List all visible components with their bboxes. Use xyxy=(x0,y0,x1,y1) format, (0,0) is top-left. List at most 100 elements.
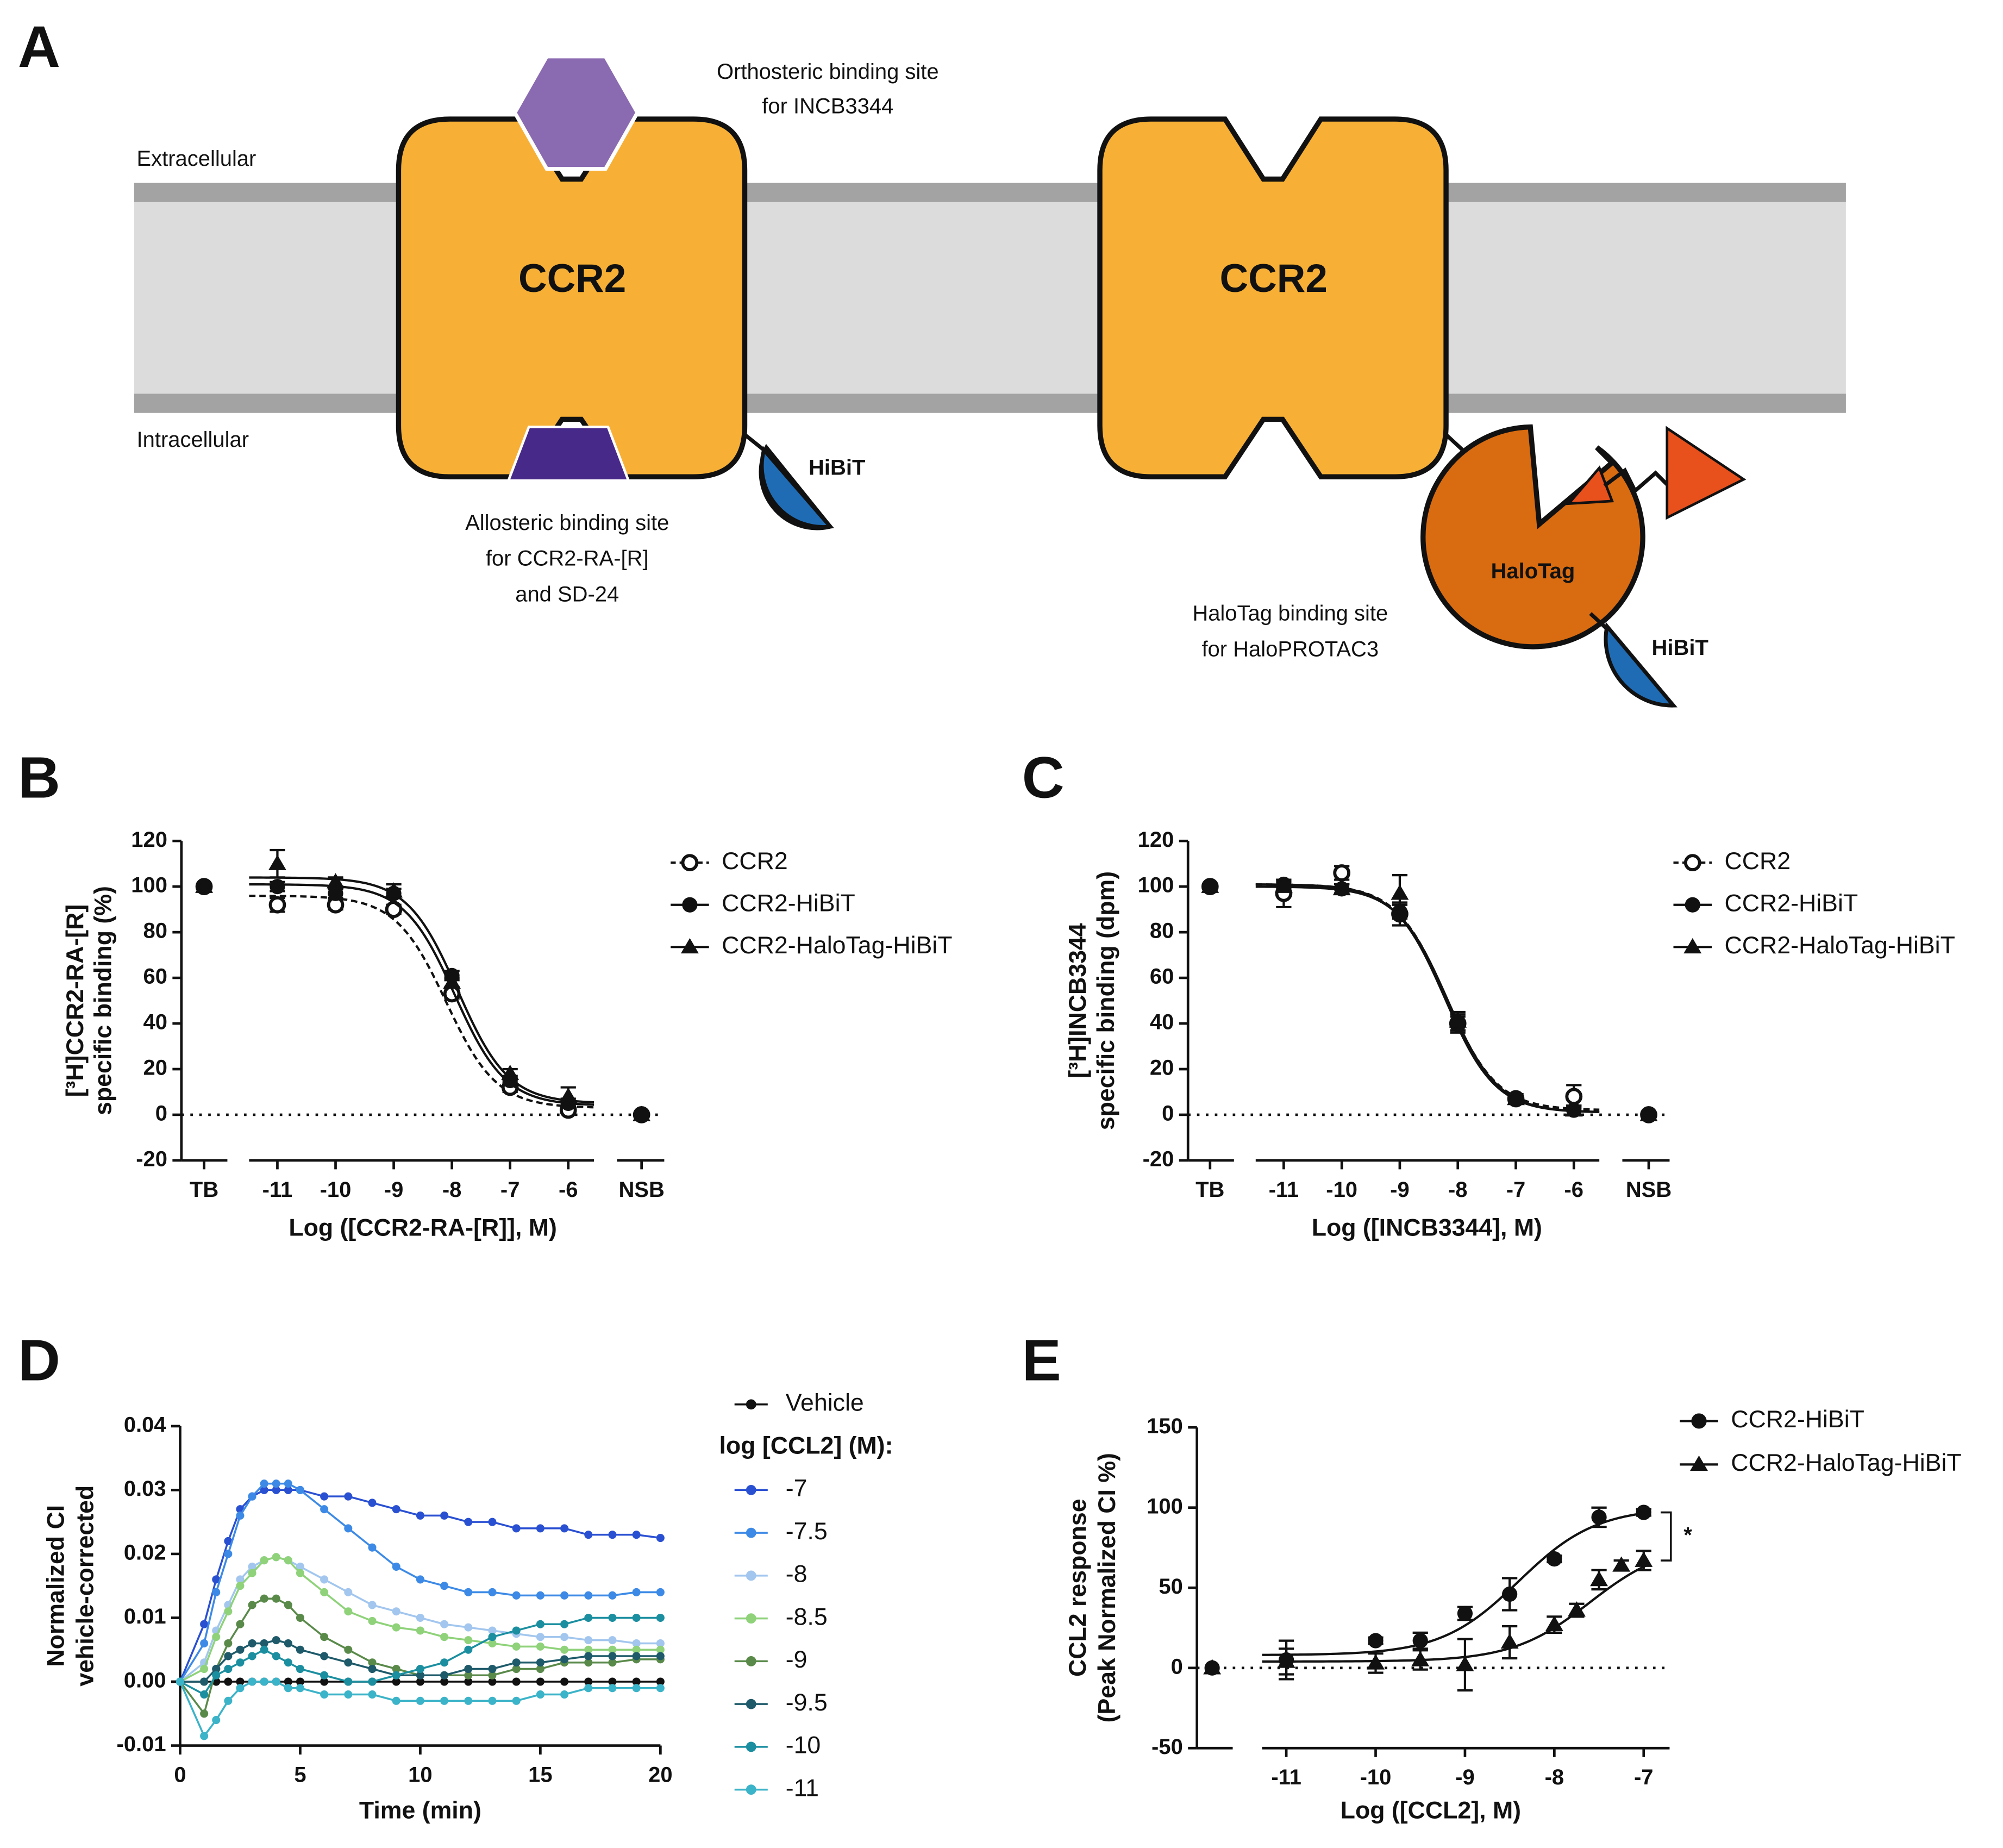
point xyxy=(344,1690,353,1699)
y-tick-label: 0.04 xyxy=(124,1413,166,1437)
point xyxy=(416,1511,424,1520)
point xyxy=(296,1569,304,1577)
x-tick-label: -10 xyxy=(1360,1765,1392,1789)
point xyxy=(344,1588,353,1596)
point xyxy=(584,1613,593,1622)
x-tick-label: NSB xyxy=(1626,1178,1672,1202)
point xyxy=(296,1562,304,1571)
point xyxy=(344,1492,353,1501)
legend-label: -10 xyxy=(786,1732,821,1759)
marker xyxy=(268,896,286,914)
point xyxy=(260,1485,268,1494)
point xyxy=(224,1652,233,1660)
point xyxy=(260,1677,268,1686)
receptor xyxy=(396,116,748,479)
legend-label: -7 xyxy=(786,1475,808,1502)
marker xyxy=(1567,1601,1586,1617)
x-tick-label: 15 xyxy=(528,1763,552,1787)
point xyxy=(464,1677,473,1686)
label: Extracellular xyxy=(137,147,256,171)
point xyxy=(632,1652,641,1660)
x-tick-label: -8 xyxy=(442,1178,462,1202)
y-tick-label: 120 xyxy=(1138,828,1174,852)
point xyxy=(176,1677,184,1686)
ligand-binder xyxy=(1666,426,1747,520)
point xyxy=(584,1677,593,1686)
point xyxy=(344,1645,353,1654)
point xyxy=(440,1671,449,1680)
point xyxy=(608,1684,617,1693)
point xyxy=(320,1588,329,1596)
marker xyxy=(1449,1012,1467,1028)
marker xyxy=(501,1064,519,1081)
point xyxy=(200,1639,209,1648)
point xyxy=(656,1588,665,1596)
point xyxy=(464,1645,473,1654)
marker xyxy=(1590,1571,1608,1587)
point xyxy=(632,1613,641,1622)
point xyxy=(608,1645,617,1654)
point xyxy=(632,1588,641,1596)
legend-marker xyxy=(1683,854,1701,872)
point xyxy=(440,1511,449,1520)
y-tick-label: 40 xyxy=(143,1010,167,1034)
point xyxy=(224,1607,233,1616)
legend-label: CCR2-HiBiT xyxy=(722,890,855,917)
label: Intracellular xyxy=(137,428,249,452)
point xyxy=(248,1652,256,1660)
y-axis-label: specific binding (dpm) xyxy=(1093,871,1119,1130)
chart: C -20 0 20 40 60 80 100 120 TB -11 -10 -9 -8 -7 -6 NSB [³… xyxy=(1022,745,1955,1241)
point xyxy=(248,1677,256,1686)
y-tick-label: 0.01 xyxy=(124,1604,166,1628)
point xyxy=(608,1636,617,1645)
receptor-label: CCR2 xyxy=(1220,257,1328,301)
legend-title: log [CCL2] (M): xyxy=(719,1432,893,1459)
fit-curve xyxy=(1262,1563,1649,1663)
label: and SD-24 xyxy=(515,582,619,606)
point xyxy=(284,1658,292,1667)
point xyxy=(512,1524,521,1533)
y-tick-label: 20 xyxy=(143,1056,167,1080)
point xyxy=(584,1658,593,1667)
point xyxy=(272,1636,280,1645)
point xyxy=(560,1645,569,1654)
x-axis-label: Log ([CCR2-RA-[R]], M) xyxy=(289,1215,557,1241)
legend-label: Vehicle xyxy=(786,1390,864,1416)
membrane-outer xyxy=(134,183,1846,202)
point xyxy=(608,1531,617,1539)
x-tick-label: -7 xyxy=(1506,1178,1526,1202)
y-axis-label: [³H]INCB3344 xyxy=(1065,923,1091,1078)
x-tick-label: -9 xyxy=(1390,1178,1410,1202)
y-tick-label: 80 xyxy=(143,919,167,943)
point xyxy=(200,1732,209,1740)
point xyxy=(272,1652,280,1660)
y-tick-label: 100 xyxy=(131,873,167,897)
point xyxy=(236,1658,245,1667)
point xyxy=(272,1594,280,1603)
y-axis-label: specific binding (%) xyxy=(90,886,117,1115)
point xyxy=(212,1671,221,1680)
marker xyxy=(1391,884,1409,900)
x-tick-label: -10 xyxy=(1326,1178,1357,1202)
point xyxy=(512,1677,521,1686)
marker xyxy=(1201,877,1219,893)
legend-label: CCR2 xyxy=(1725,848,1791,875)
point xyxy=(212,1664,221,1674)
point xyxy=(536,1658,544,1667)
point xyxy=(416,1626,424,1635)
legend-label: -8.5 xyxy=(786,1603,828,1630)
panel-label: E xyxy=(1022,1327,1061,1393)
point xyxy=(536,1664,544,1674)
fit-curve xyxy=(249,894,594,1109)
y-tick-label: 0 xyxy=(155,1101,167,1125)
legend-label: -9.5 xyxy=(786,1689,828,1716)
y-tick-label: 0 xyxy=(1171,1655,1183,1678)
point xyxy=(392,1677,400,1686)
point xyxy=(212,1588,221,1596)
point xyxy=(296,1645,304,1654)
point xyxy=(440,1582,449,1590)
marker xyxy=(1639,1106,1658,1121)
fit-curve xyxy=(1255,883,1600,1111)
point xyxy=(608,1591,617,1600)
y-tick-label: 100 xyxy=(1147,1494,1183,1518)
